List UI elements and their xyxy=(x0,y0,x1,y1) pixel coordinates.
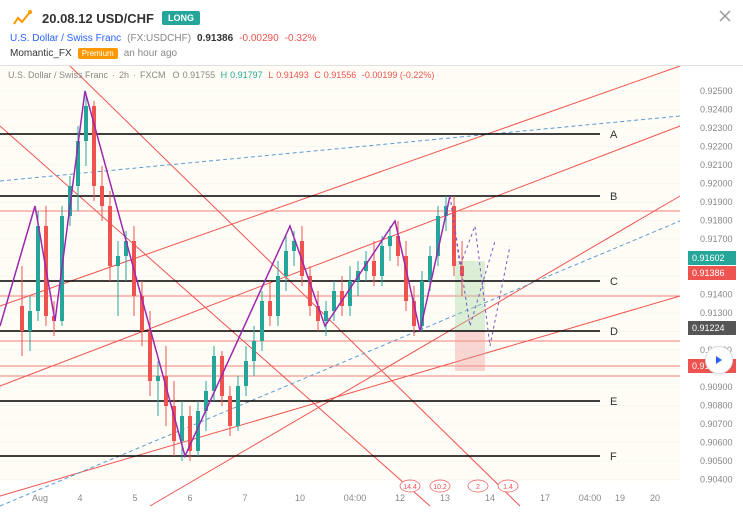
svg-text:D: D xyxy=(610,326,618,338)
svg-text:0.91602: 0.91602 xyxy=(692,253,725,263)
price-change-pct: -0.32% xyxy=(285,33,317,44)
svg-text:E: E xyxy=(610,396,617,408)
svg-text:C: C xyxy=(610,276,618,288)
chart-header: 20.08.12 USD/CHF LONG U.S. Dollar / Swis… xyxy=(0,0,743,66)
play-button[interactable] xyxy=(705,346,733,374)
svg-text:14: 14 xyxy=(485,493,495,503)
svg-text:0.91900: 0.91900 xyxy=(700,197,733,207)
svg-text:0.92000: 0.92000 xyxy=(700,179,733,189)
svg-text:0.90800: 0.90800 xyxy=(700,401,733,411)
svg-text:0.91700: 0.91700 xyxy=(700,234,733,244)
svg-text:17: 17 xyxy=(540,493,550,503)
svg-text:0.90500: 0.90500 xyxy=(700,456,733,466)
author-name[interactable]: Momantic_FX xyxy=(10,48,72,59)
svg-text:10: 10 xyxy=(295,493,305,503)
pair-link[interactable]: U.S. Dollar / Swiss Franc xyxy=(10,33,121,44)
svg-text:13: 13 xyxy=(440,493,450,503)
svg-text:0.90900: 0.90900 xyxy=(700,382,733,392)
svg-text:0.91400: 0.91400 xyxy=(700,290,733,300)
svg-text:A: A xyxy=(610,129,618,141)
svg-text:10.2: 10.2 xyxy=(433,484,447,491)
svg-text:19: 19 xyxy=(615,493,625,503)
svg-text:04:00: 04:00 xyxy=(579,493,602,503)
svg-text:4: 4 xyxy=(77,493,82,503)
svg-text:0.91300: 0.91300 xyxy=(700,308,733,318)
chart-title: 20.08.12 USD/CHF xyxy=(42,11,154,26)
post-time: an hour ago xyxy=(124,48,177,59)
svg-text:2: 2 xyxy=(476,484,480,491)
svg-text:0.92200: 0.92200 xyxy=(700,142,733,152)
svg-text:04:00: 04:00 xyxy=(344,493,367,503)
svg-text:0.92400: 0.92400 xyxy=(700,105,733,115)
price-change: -0.00290 xyxy=(239,33,278,44)
svg-text:6: 6 xyxy=(187,493,192,503)
exchange-label: (FX:USDCHF) xyxy=(127,33,191,44)
ohlc-readout: U.S. Dollar / Swiss Franc · 2h · FXCM O0… xyxy=(8,70,434,80)
svg-text:0.92300: 0.92300 xyxy=(700,123,733,133)
svg-text:0.90700: 0.90700 xyxy=(700,419,733,429)
svg-text:0.92500: 0.92500 xyxy=(700,86,733,96)
svg-text:5: 5 xyxy=(132,493,137,503)
svg-text:0.91224: 0.91224 xyxy=(692,323,725,333)
chart-svg: 0.92500 0.92400 0.92300 0.92200 0.92100 0.920… xyxy=(0,66,743,511)
svg-text:0.90600: 0.90600 xyxy=(700,438,733,448)
svg-text:B: B xyxy=(610,191,617,203)
svg-text:1.4: 1.4 xyxy=(503,484,513,491)
svg-text:0.91386: 0.91386 xyxy=(692,268,725,278)
svg-text:0.90400: 0.90400 xyxy=(700,475,733,485)
chart-canvas[interactable]: U.S. Dollar / Swiss Franc · 2h · FXCM O0… xyxy=(0,66,743,511)
position-badge: LONG xyxy=(162,11,200,25)
current-price: 0.91386 xyxy=(197,33,233,44)
premium-badge: Premium xyxy=(78,48,118,59)
svg-text:20: 20 xyxy=(650,493,660,503)
svg-text:14.4: 14.4 xyxy=(403,484,417,491)
svg-text:0.92100: 0.92100 xyxy=(700,160,733,170)
svg-text:0.91800: 0.91800 xyxy=(700,216,733,226)
svg-text:12: 12 xyxy=(395,493,405,503)
svg-text:Aug: Aug xyxy=(32,493,48,503)
svg-text:F: F xyxy=(610,451,617,463)
close-button[interactable] xyxy=(717,8,733,24)
svg-text:7: 7 xyxy=(242,493,247,503)
brand-logo xyxy=(10,6,34,30)
